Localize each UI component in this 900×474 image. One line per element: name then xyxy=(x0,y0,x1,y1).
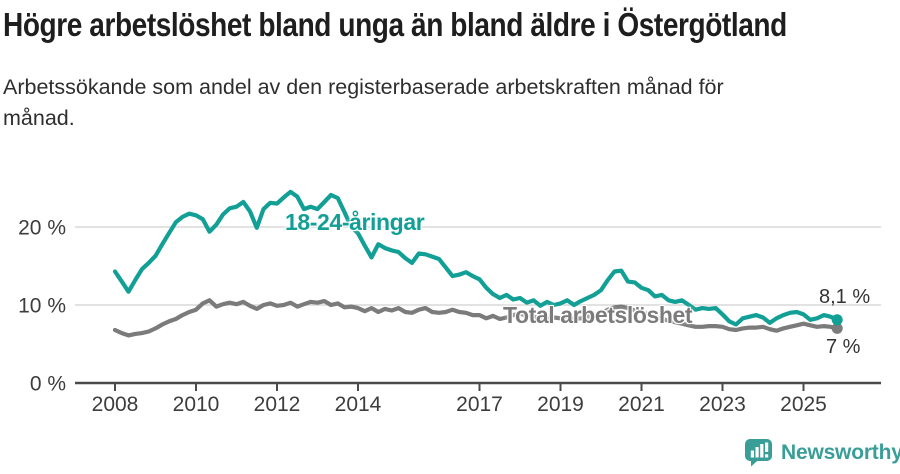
x-axis-label: 2021 xyxy=(618,393,665,416)
x-axis-labels: 2008 2010 2012 2014 2017 2019 2021 2023 2025 xyxy=(92,393,827,416)
newsworthy-icon xyxy=(745,439,772,467)
series-end-dot-18-24-aringar xyxy=(831,314,843,326)
y-axis-labels: 20 % 10 % 0 % xyxy=(18,217,66,396)
subtitle-line-1: Arbetssökande som andel av den registerb… xyxy=(3,75,724,99)
series-label-total-arbetsloshet: Total arbetslöshet xyxy=(503,302,693,328)
newsworthy-logo: Newsworthy xyxy=(744,438,900,467)
series-end-dot-total-arbetsloshet xyxy=(831,322,843,334)
page-subtitle: Arbetssökande som andel av den registerb… xyxy=(3,72,724,134)
y-axis-label: 0 % xyxy=(30,373,66,396)
series-label-18-24-aringar: 18-24-åringar xyxy=(285,209,425,235)
y-axis-label: 20 % xyxy=(18,217,66,240)
subtitle-line-2: månad. xyxy=(3,106,75,130)
y-axis-label: 10 % xyxy=(18,295,66,318)
x-axis-label: 2010 xyxy=(173,393,220,416)
series-line-total-arbetsloshet xyxy=(112,298,840,338)
x-axis-label: 2025 xyxy=(780,393,827,416)
newsworthy-logo-text: Newsworthy xyxy=(781,440,900,464)
gridlines xyxy=(75,226,881,306)
x-axis-label: 2017 xyxy=(456,393,503,416)
x-axis-label: 2023 xyxy=(699,393,746,416)
end-value-label-18-24-aringar: 8,1 % xyxy=(819,286,871,308)
series-line-18-24-aringar xyxy=(112,189,840,327)
page-title: Högre arbetslöshet bland unga än bland ä… xyxy=(3,6,787,43)
end-value-label-total-arbetsloshet: 7 % xyxy=(826,336,861,358)
x-axis-label: 2008 xyxy=(92,393,139,416)
x-axis-label: 2012 xyxy=(254,393,301,416)
x-axis-label: 2019 xyxy=(537,393,584,416)
x-axis-label: 2014 xyxy=(335,393,382,416)
x-axis-ticks xyxy=(114,384,805,391)
